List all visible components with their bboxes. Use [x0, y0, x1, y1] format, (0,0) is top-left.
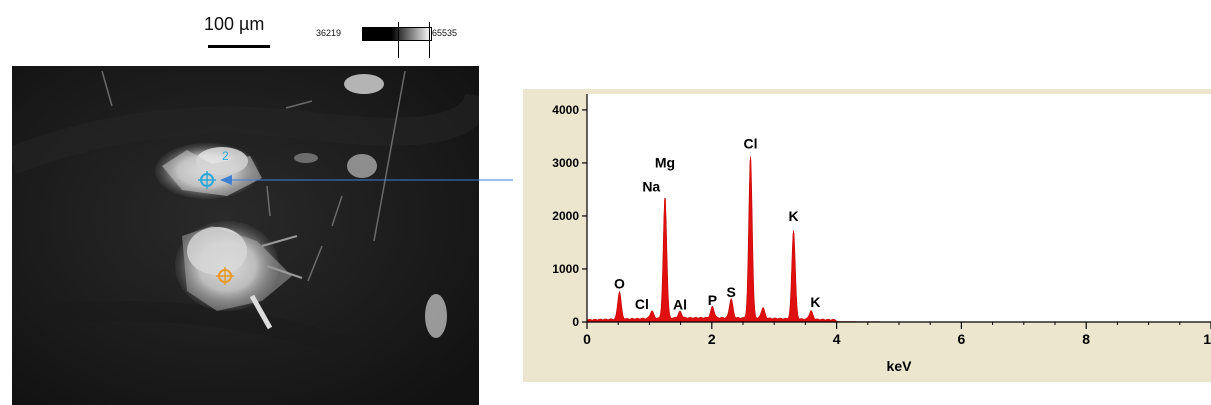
peak-label-al: Al: [673, 297, 687, 313]
x-tick-label: 8: [1082, 331, 1090, 347]
colorbar-max-label: 65535: [432, 28, 458, 38]
y-tick-label: 4000: [552, 103, 579, 117]
y-tick-label: 1000: [552, 262, 579, 276]
point-2-marker[interactable]: [216, 267, 234, 285]
x-axis: 0 2 4 6 8 10: [583, 322, 1211, 347]
plot-area: [587, 94, 1211, 322]
peak-label-k: K: [788, 208, 798, 224]
x-tick-label: 0: [583, 331, 591, 347]
x-tick-label: 6: [958, 331, 966, 347]
scale-bar-line: [208, 45, 270, 48]
colorbar-min-label: 36219: [316, 28, 342, 38]
peak-label-s: S: [726, 284, 735, 300]
fiber-strands: [101, 70, 406, 282]
x-tick-label: 2: [708, 331, 716, 347]
y-axis: 0 1000 2000 3000 4000: [552, 103, 587, 329]
x-axis-label: keV: [887, 358, 913, 374]
scale-bar: 100 µm: [196, 14, 286, 52]
peak-label-cl: Cl: [743, 135, 757, 151]
colorbar-gradient: [362, 27, 432, 41]
peak-label-p: P: [708, 292, 717, 308]
peak-label-na: Na: [642, 178, 660, 194]
colorbar-tick-right: [429, 22, 430, 58]
peak-label-o: O: [614, 275, 625, 291]
point-1-marker[interactable]: 2: [198, 149, 229, 189]
x-tick-label: 10: [1203, 331, 1211, 347]
point-1-label: 2: [222, 149, 229, 163]
y-tick-label: 2000: [552, 209, 579, 223]
crystal-cluster-lower: [175, 221, 303, 330]
x-tick-label: 4: [833, 331, 841, 347]
scale-bar-label: 100 µm: [204, 14, 265, 34]
peak-label-cl: Cl: [635, 296, 649, 312]
eds-spectrum-chart: 0 1000 2000 3000 4000 0 2 4 6 8 10 O Cl Al Na Mg PS Cl K…: [523, 89, 1211, 382]
intensity-colorbar: 36219 65535: [316, 22, 486, 58]
colorbar-tick-left: [398, 22, 399, 58]
crystal-small-top: [294, 74, 447, 338]
y-tick-label: 3000: [552, 156, 579, 170]
sem-micrograph: 2: [12, 66, 479, 405]
y-tick-label: 0: [572, 315, 579, 329]
peak-label-mg: Mg: [655, 155, 675, 171]
peak-label-k: K: [810, 294, 820, 310]
crystal-cluster-upper: [155, 143, 262, 199]
